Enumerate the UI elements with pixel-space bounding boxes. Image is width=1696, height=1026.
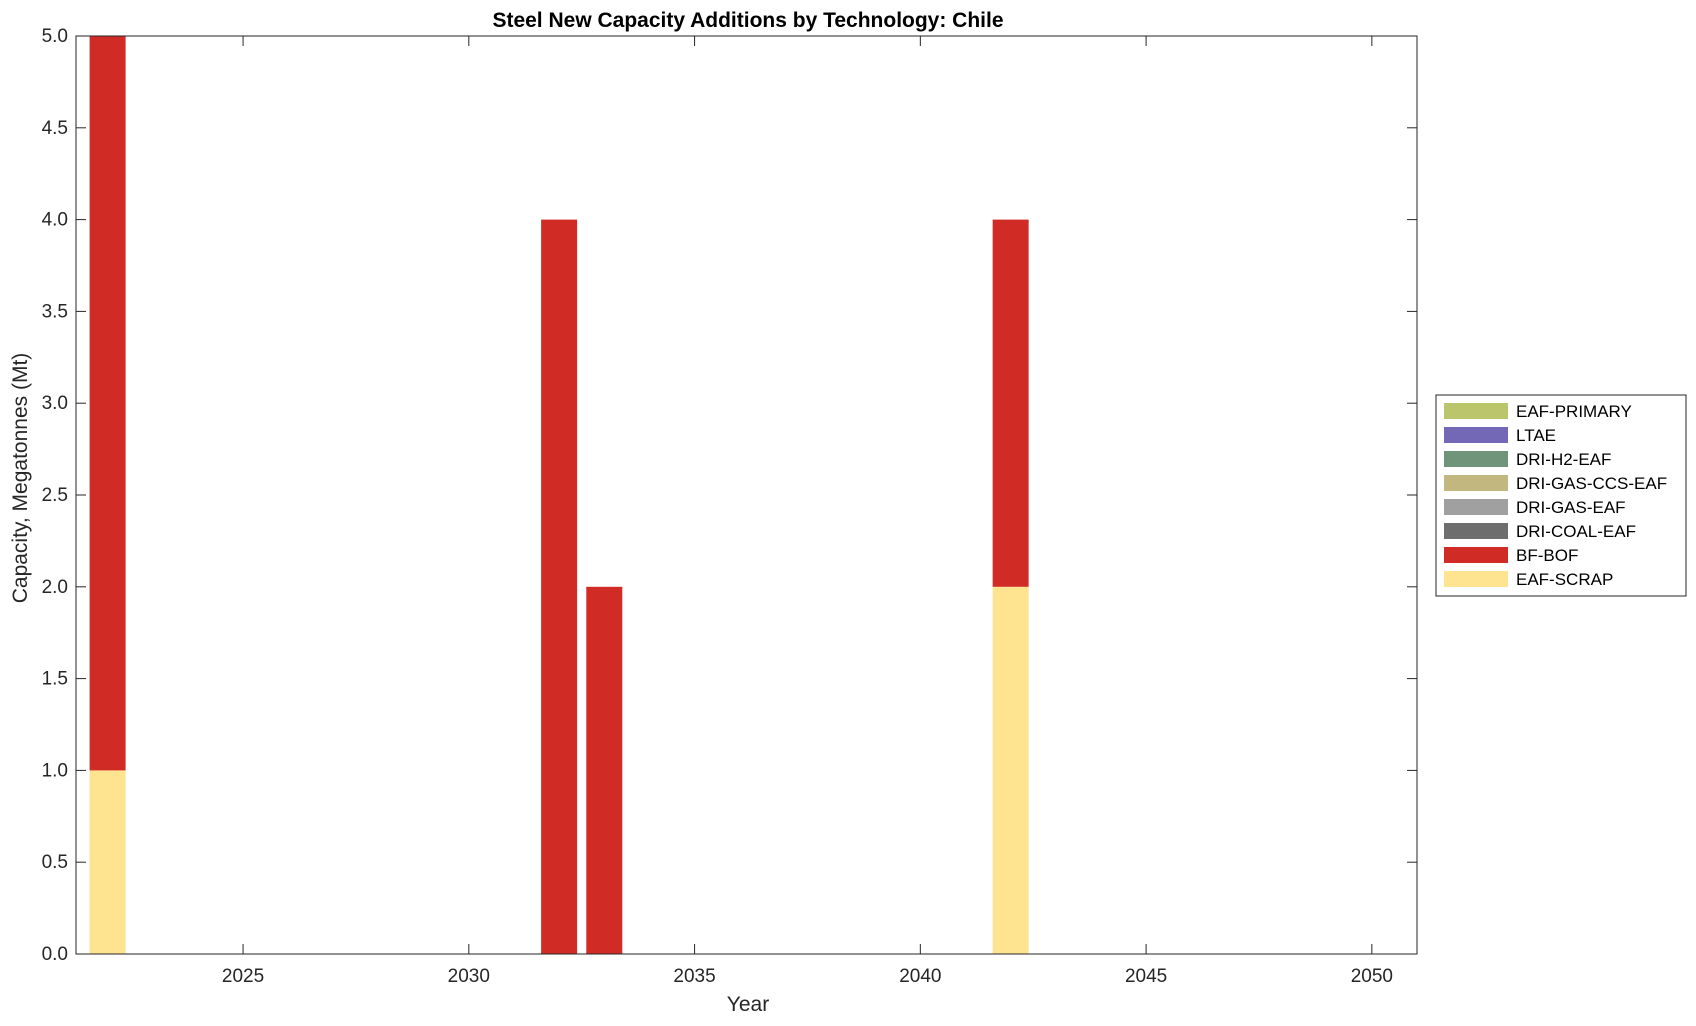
x-tick-label: 2050 bbox=[1351, 966, 1393, 987]
legend-swatch-eaf-primary bbox=[1444, 403, 1508, 419]
legend-label-eaf-primary: EAF-PRIMARY bbox=[1516, 402, 1632, 421]
bar-bf-bof-2032 bbox=[541, 219, 578, 955]
legend-label-ltae: LTAE bbox=[1516, 426, 1556, 445]
legend-box bbox=[1435, 394, 1687, 597]
legend-label-dri-gas-ccs-eaf: DRI-GAS-CCS-EAF bbox=[1516, 474, 1667, 493]
legend-swatch-dri-gas-ccs-eaf bbox=[1444, 475, 1508, 491]
bar-bf-bof-2042 bbox=[992, 219, 1029, 587]
x-tick-label: 2040 bbox=[899, 966, 941, 987]
chart-title: Steel New Capacity Additions by Technolo… bbox=[492, 9, 1003, 32]
y-tick-label: 1.5 bbox=[42, 669, 68, 690]
legend-label-dri-gas-eaf: DRI-GAS-EAF bbox=[1516, 498, 1626, 517]
y-tick-label: 3.0 bbox=[42, 393, 68, 414]
y-axis-label: Capacity, Megatonnes (Mt) bbox=[9, 353, 32, 604]
legend-swatch-dri-gas-eaf bbox=[1444, 499, 1508, 515]
legend-label-eaf-scrap: EAF-SCRAP bbox=[1516, 570, 1613, 589]
bar-bf-bof-2022 bbox=[89, 36, 126, 771]
x-tick-label: 2030 bbox=[448, 966, 490, 987]
legend-label-bf-bof: BF-BOF bbox=[1516, 546, 1578, 565]
legend-swatch-eaf-scrap bbox=[1444, 571, 1508, 587]
y-tick-label: 4.0 bbox=[42, 210, 68, 231]
y-tick-label: 0.5 bbox=[42, 852, 68, 873]
legend-label-dri-coal-eaf: DRI-COAL-EAF bbox=[1516, 522, 1636, 541]
bar-bf-bof-2033 bbox=[586, 586, 623, 954]
legend-swatch-ltae bbox=[1444, 427, 1508, 443]
x-tick-label: 2025 bbox=[222, 966, 264, 987]
x-tick-label: 2035 bbox=[673, 966, 715, 987]
y-tick-label: 1.0 bbox=[42, 760, 68, 781]
bars-layer bbox=[89, 36, 1029, 955]
plot-frame bbox=[75, 35, 1418, 955]
legend-swatch-dri-h2-eaf bbox=[1444, 451, 1508, 467]
y-tick-label: 2.0 bbox=[42, 577, 68, 598]
legend: EAF-PRIMARY LTAE DRI-H2-EAF DRI-GAS-CCS-EAF… bbox=[1435, 394, 1687, 597]
legend-swatch-dri-coal-eaf bbox=[1444, 523, 1508, 539]
y-tick-label: 2.5 bbox=[42, 485, 68, 506]
y-tick-label: 5.0 bbox=[42, 26, 68, 47]
axes-layer: 0.0 0.5 1.0 1.5 2.0 2.5 3.0 3.5 4.0 4.5 5.0 2025 203… bbox=[42, 26, 1418, 987]
y-tick-label: 3.5 bbox=[42, 301, 68, 322]
x-tick-label: 2045 bbox=[1125, 966, 1167, 987]
y-tick-label: 4.5 bbox=[42, 118, 68, 139]
bar-eaf-scrap-2042 bbox=[992, 586, 1029, 954]
legend-label-dri-h2-eaf: DRI-H2-EAF bbox=[1516, 450, 1611, 469]
x-axis-label: Year bbox=[727, 993, 769, 1016]
bar-eaf-scrap-2022 bbox=[89, 770, 126, 954]
y-tick-label: 0.0 bbox=[42, 944, 68, 965]
legend-swatch-bf-bof bbox=[1444, 547, 1508, 563]
